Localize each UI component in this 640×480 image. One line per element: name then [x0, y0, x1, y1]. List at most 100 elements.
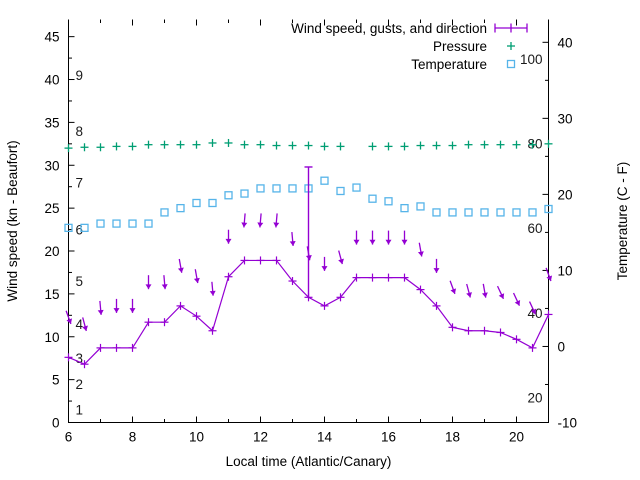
temperature-marker	[272, 184, 281, 193]
temperature-marker	[464, 208, 473, 217]
wind-direction-arrow	[305, 246, 312, 261]
arrow-head	[66, 318, 73, 324]
y-tick-label: 20	[44, 244, 59, 259]
wind-direction-arrow	[129, 298, 136, 313]
pressure-series	[64, 138, 553, 153]
wind-direction-arrow	[338, 250, 344, 265]
temperature-marker	[128, 219, 137, 228]
temperature-marker	[256, 184, 265, 193]
temperature-marker	[384, 197, 393, 206]
wind-speed-series	[64, 166, 553, 369]
y2-tick-label: 10	[558, 263, 573, 278]
arrow-head	[546, 275, 553, 282]
y-tick-label: 25	[44, 201, 59, 216]
y2-tick-label: 20	[558, 187, 573, 202]
arrow-head	[401, 239, 408, 245]
temperature-marker	[368, 194, 377, 203]
beaufort-scale-label: 1	[76, 403, 84, 418]
temperature-marker	[400, 203, 409, 213]
arrow-head	[289, 240, 296, 246]
temperature-marker	[240, 189, 249, 198]
y2-tick-label: 0	[558, 339, 566, 354]
axis-titles: Local time (Atlantic/Canary) Wind speed (…	[5, 140, 630, 469]
arrow-head	[225, 238, 232, 244]
temperature-marker	[224, 191, 233, 200]
y2-axis-title: Temperature (C - F)	[615, 162, 630, 281]
wind-direction-arrow	[82, 317, 88, 332]
arrow-head	[385, 239, 392, 245]
temperature-marker	[176, 203, 185, 213]
arrow-head	[417, 251, 424, 257]
arrow-head	[530, 308, 537, 315]
temperature-marker	[416, 202, 425, 211]
arrow-head	[305, 254, 312, 261]
arrow-head	[161, 284, 168, 290]
wind-direction-arrow	[496, 285, 505, 300]
arrow-head	[353, 239, 360, 245]
x-tick-label: 18	[445, 430, 460, 445]
arrow-head	[514, 300, 521, 306]
plot-border	[68, 19, 549, 423]
temperature-marker	[192, 198, 201, 208]
temperature-marker	[528, 208, 537, 217]
wind-direction-arrow	[145, 275, 152, 290]
y-tick-label: 15	[44, 287, 59, 302]
wind-direction-arrow	[512, 292, 521, 306]
wind-direction-arrow	[369, 230, 376, 245]
arrow-head	[321, 266, 328, 271]
wind-direction-arrow	[545, 267, 553, 282]
wind-direction-arrow	[353, 230, 360, 245]
x-tick-label: 8	[129, 430, 137, 445]
temperature-marker	[80, 223, 89, 233]
temperature-marker	[320, 176, 329, 185]
arrow-head	[257, 222, 264, 228]
temperature-marker	[544, 204, 553, 214]
wind-direction-arrow	[225, 229, 232, 244]
arrow-head	[273, 222, 280, 228]
wind-direction-arrow	[528, 301, 537, 315]
y-tick-label: 10	[44, 330, 59, 345]
wind-direction-arrow	[177, 258, 184, 273]
arrow-head	[433, 268, 440, 273]
y-axis-title: Wind speed (kn - Beaufort)	[5, 140, 20, 301]
wind-direction-arrow	[113, 298, 120, 313]
inline-scale-labels: 12345678920406080100	[76, 52, 543, 418]
y2-tick-label: -10	[558, 416, 578, 431]
arrow-head	[338, 258, 344, 265]
legend-label: Wind speed, gusts, and direction	[291, 21, 487, 36]
temperature-marker	[96, 219, 105, 228]
x-axis-title: Local time (Atlantic/Canary)	[226, 454, 392, 469]
wind-direction-arrow	[97, 300, 104, 315]
temperature-marker	[432, 208, 441, 217]
legend-sample-marker	[506, 59, 516, 69]
y-tick-label: 40	[44, 73, 59, 88]
wind-direction-arrow	[241, 213, 248, 228]
arrow-head	[113, 308, 120, 313]
arrow-head	[241, 222, 248, 228]
y-tick-label: 30	[44, 158, 59, 173]
wind-direction-arrow	[433, 258, 440, 273]
x-tick-label: 16	[381, 430, 396, 445]
wind-direction-arrow	[289, 231, 296, 247]
wind-direction-arrow	[209, 281, 216, 296]
y-tick-label: 5	[52, 373, 60, 388]
wind-direction-arrow	[401, 230, 408, 245]
arrow-head	[209, 290, 216, 296]
beaufort-scale-label: 4	[76, 317, 84, 332]
fahrenheit-scale-label: 100	[520, 52, 543, 67]
arrow-head	[466, 292, 472, 298]
wind-direction-arrows	[65, 213, 553, 332]
wind-direction-arrow	[161, 275, 168, 290]
arrow-head	[177, 267, 184, 273]
chart-legend: Wind speed, gusts, and direction Pressure…	[291, 21, 528, 72]
arrow-head	[97, 309, 104, 315]
arrow-head	[145, 284, 152, 290]
wind-direction-arrow	[257, 213, 264, 228]
legend-label: Pressure	[433, 39, 487, 54]
beaufort-scale-label: 5	[76, 274, 84, 289]
temperature-marker	[112, 219, 121, 228]
temperature-marker	[496, 208, 505, 217]
temperature-marker	[512, 208, 521, 217]
arrow-head	[498, 293, 505, 299]
